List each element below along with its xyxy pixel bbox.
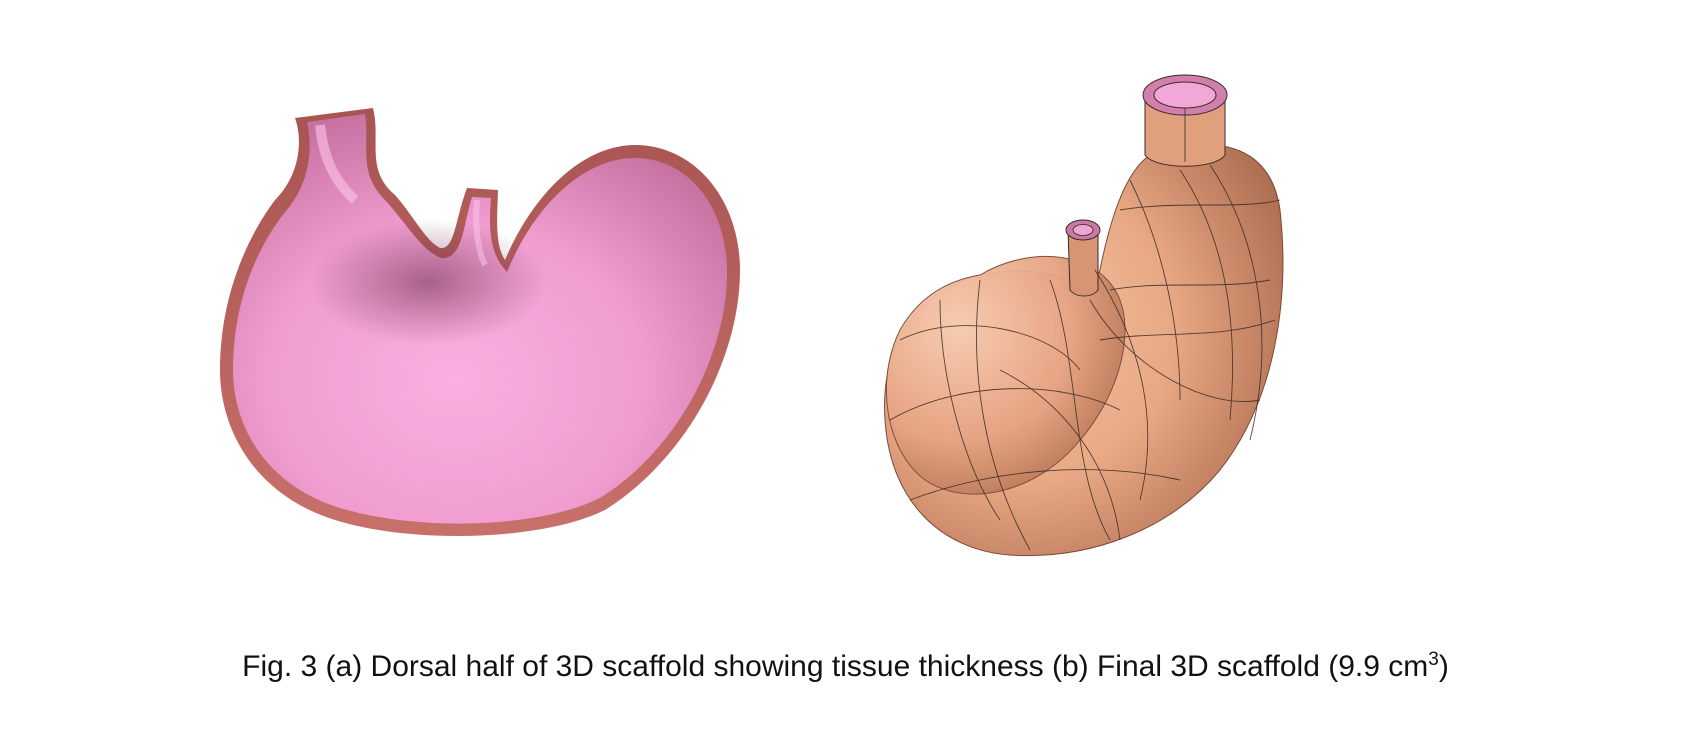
- duodenum-tube: [1065, 219, 1101, 297]
- caption-text: Fig. 3 (a) Dorsal half of 3D scaffold sh…: [242, 650, 1429, 683]
- dorsal-half-scaffold-image: [220, 108, 740, 537]
- figure-caption: Fig. 3 (a) Dorsal half of 3D scaffold sh…: [0, 650, 1691, 684]
- caption-closing: ): [1438, 650, 1449, 683]
- final-scaffold-image: [884, 74, 1284, 557]
- mesh-lines: [889, 164, 1281, 551]
- caption-superscript: 3: [1428, 649, 1439, 670]
- esophagus-tube: [1142, 74, 1228, 167]
- scaffold-fundus: [885, 256, 1126, 495]
